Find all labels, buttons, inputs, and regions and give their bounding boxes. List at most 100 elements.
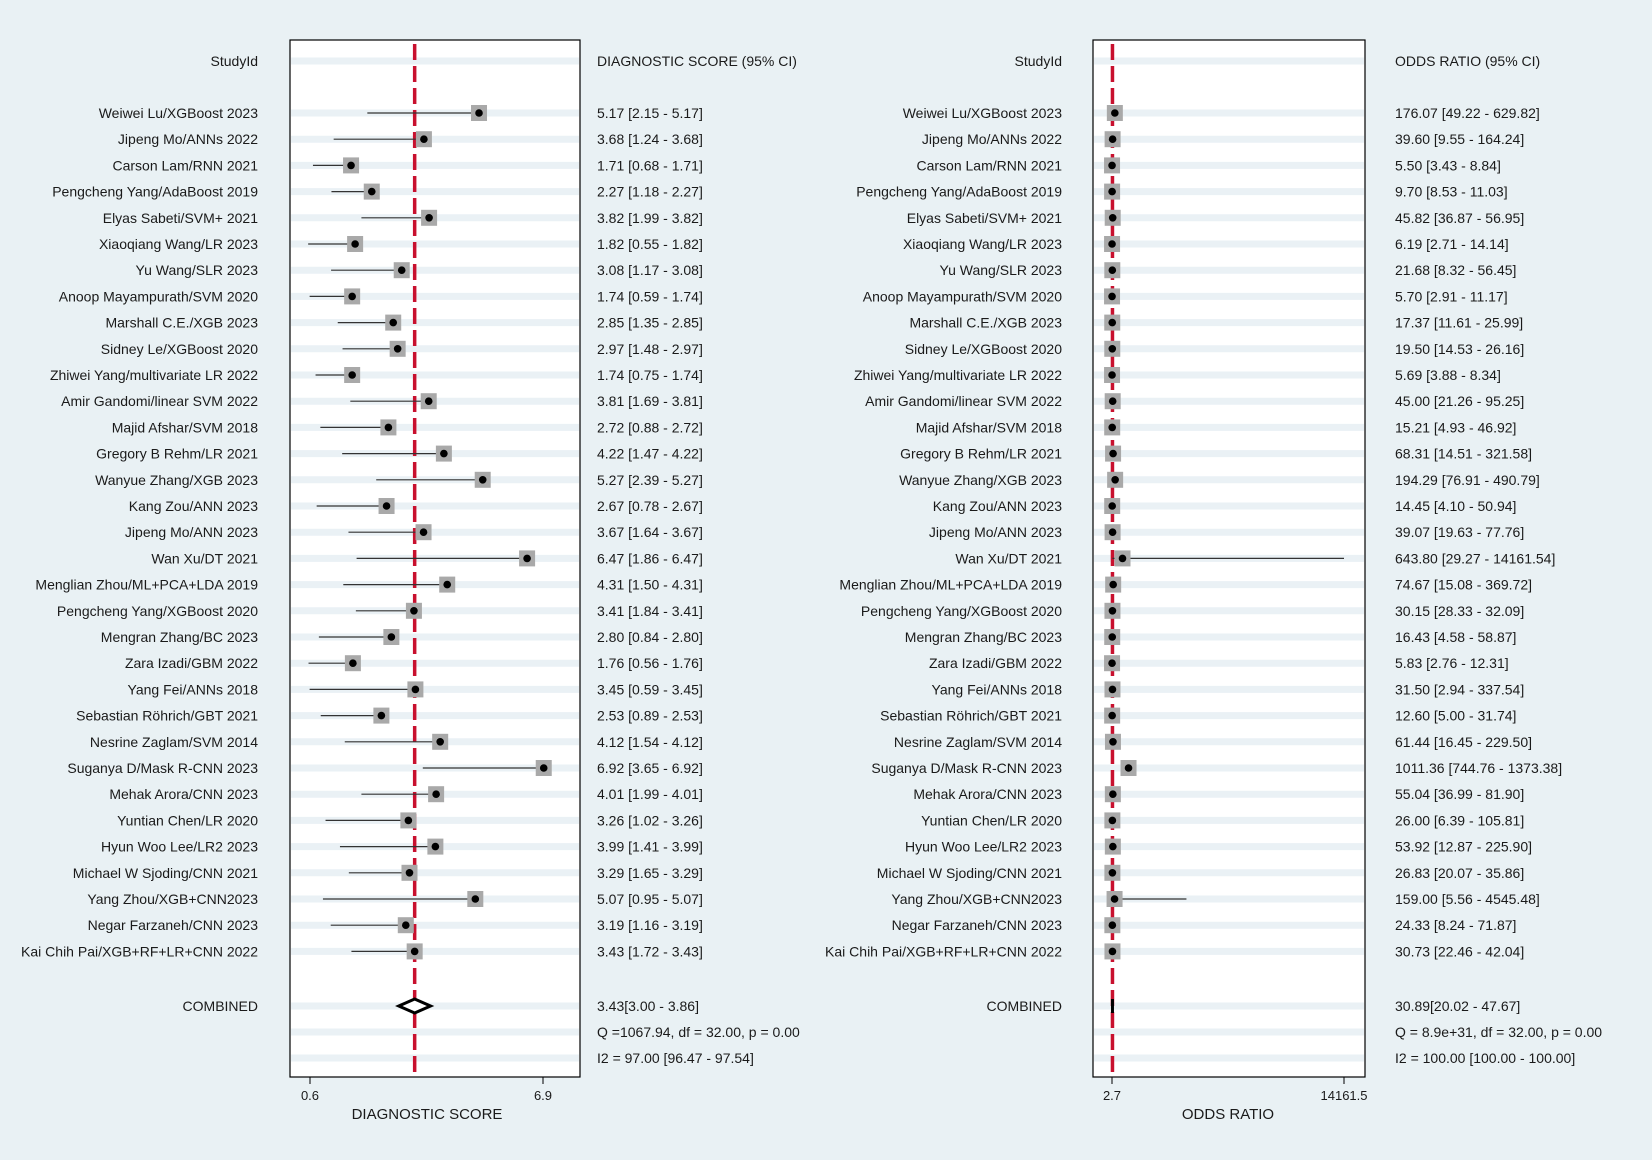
study-point (405, 869, 414, 877)
study-label: Michael W Sjoding/CNN 2021 (877, 865, 1062, 881)
study-ci-text: 4.12 [1.54 - 4.12] (597, 734, 703, 750)
study-ci-text: 2.53 [0.89 - 2.53] (597, 708, 703, 724)
study-ci-text: 2.72 [0.88 - 2.72] (597, 419, 703, 435)
study-label: Wanyue Zhang/XGB 2023 (95, 472, 258, 488)
study-label: Kang Zou/ANN 2023 (933, 498, 1062, 514)
study-ci-text: 1011.36 [744.76 - 1373.38] (1395, 760, 1562, 776)
heterogeneity-i2: I2 = 97.00 [96.47 - 97.54] (597, 1050, 754, 1066)
study-id-header: StudyId (1015, 53, 1062, 69)
study-label: Wan Xu/DT 2021 (151, 550, 258, 566)
study-label: Mengran Zhang/BC 2023 (101, 629, 258, 645)
study-label: Mehak Arora/CNN 2023 (109, 786, 258, 802)
study-point (1108, 816, 1117, 825)
ci-column-header: DIAGNOSTIC SCORE (95% CI) (597, 53, 797, 69)
study-label: Yuntian Chen/LR 2020 (117, 812, 258, 828)
study-label: Nesrine Zaglam/SVM 2014 (894, 734, 1062, 750)
study-ci-text: 2.85 [1.35 - 2.85] (597, 315, 703, 331)
study-label: Pengcheng Yang/AdaBoost 2019 (52, 184, 258, 200)
study-label: Nesrine Zaglam/SVM 2014 (90, 734, 258, 750)
study-point (436, 738, 444, 746)
study-point (1109, 842, 1117, 851)
study-point (382, 502, 391, 510)
study-label: Negar Farzaneh/CNN 2023 (892, 917, 1063, 933)
study-ci-text: 5.50 [3.43 - 8.84] (1395, 157, 1501, 173)
study-label: Pengcheng Yang/AdaBoost 2019 (856, 184, 1062, 200)
study-point (419, 528, 428, 536)
study-label: Carson Lam/RNN 2021 (916, 157, 1062, 173)
x-tick-label: 14161.5 (1321, 1088, 1368, 1103)
study-point (1108, 607, 1117, 615)
study-label: Wanyue Zhang/XGB 2023 (899, 472, 1062, 488)
study-point (443, 580, 452, 589)
study-label: Yang Zhou/XGB+CNN2023 (87, 891, 258, 907)
study-label: Anoop Mayampurath/SVM 2020 (59, 288, 258, 304)
study-ci-text: 6.92 [3.65 - 6.92] (597, 760, 703, 776)
study-ci-text: 2.97 [1.48 - 2.97] (597, 341, 703, 357)
study-label: Zhiwei Yang/multivariate LR 2022 (50, 367, 258, 383)
study-label: Yu Wang/SLR 2023 (940, 262, 1063, 278)
study-point (1109, 738, 1117, 746)
study-label: Elyas Sabeti/SVM+ 2021 (103, 210, 258, 226)
study-label: Zhiwei Yang/multivariate LR 2022 (854, 367, 1062, 383)
study-label: Negar Farzaneh/CNN 2023 (88, 917, 259, 933)
combined-diamond (395, 997, 435, 1015)
study-label: Hyun Woo Lee/LR2 2023 (905, 839, 1062, 855)
study-label: Xiaoqiang Wang/LR 2023 (99, 236, 258, 252)
study-id-header: StudyId (211, 53, 258, 69)
study-label: Kai Chih Pai/XGB+RF+LR+CNN 2022 (825, 943, 1062, 959)
study-point (420, 135, 428, 143)
study-point (389, 318, 398, 327)
study-label: Amir Gandomi/linear SVM 2022 (865, 393, 1062, 409)
study-ci-text: 3.68 [1.24 - 3.68] (597, 131, 703, 147)
study-ci-text: 3.41 [1.84 - 3.41] (597, 603, 703, 619)
study-ci-text: 26.00 [6.39 - 105.81] (1395, 812, 1524, 828)
study-point (471, 895, 480, 903)
study-label: Yang Zhou/XGB+CNN2023 (891, 891, 1062, 907)
study-label: Xiaoqiang Wang/LR 2023 (903, 236, 1062, 252)
study-label: Marshall C.E./XGB 2023 (105, 315, 258, 331)
study-label: Zara Izadi/GBM 2022 (125, 655, 258, 671)
study-point (404, 816, 413, 825)
study-label: Suganya D/Mask R-CNN 2023 (67, 760, 258, 776)
study-ci-text: 1.82 [0.55 - 1.82] (597, 236, 703, 252)
study-label: Yuntian Chen/LR 2020 (921, 812, 1062, 828)
study-ci-text: 1.74 [0.75 - 1.74] (597, 367, 703, 383)
study-point (349, 659, 357, 667)
study-point (411, 685, 420, 694)
study-label: Wan Xu/DT 2021 (955, 550, 1062, 566)
study-point (475, 109, 483, 117)
study-ci-text: 159.00 [5.56 - 4545.48] (1395, 891, 1540, 907)
study-ci-text: 3.19 [1.16 - 3.19] (597, 917, 703, 933)
study-point (1124, 764, 1133, 772)
study-ci-text: 31.50 [2.94 - 337.54] (1395, 681, 1524, 697)
panel-diagnostic-score: StudyId DIAGNOSTIC SCORE (95% CI) Weiwei L… (21, 39, 800, 1123)
study-label: Jipeng Mo/ANN 2023 (125, 524, 258, 540)
study-ci-text: 39.07 [19.63 - 77.76] (1395, 524, 1524, 540)
study-label: Pengcheng Yang/XGBoost 2020 (861, 603, 1062, 619)
study-label: Pengcheng Yang/XGBoost 2020 (57, 603, 258, 619)
study-point (1108, 318, 1117, 327)
study-point (1108, 685, 1117, 694)
study-label: Hyun Woo Lee/LR2 2023 (101, 839, 258, 855)
study-label: Mengran Zhang/BC 2023 (905, 629, 1062, 645)
study-ci-text: 14.45 [4.10 - 50.94] (1395, 498, 1516, 514)
study-label: Jipeng Mo/ANNs 2022 (922, 131, 1062, 147)
study-point (401, 921, 410, 929)
study-ci-text: 53.92 [12.87 - 225.90] (1395, 839, 1532, 855)
study-label: Yang Fei/ANNs 2018 (128, 681, 259, 697)
study-label: Suganya D/Mask R-CNN 2023 (871, 760, 1062, 776)
study-ci-text: 16.43 [4.58 - 58.87] (1395, 629, 1516, 645)
study-point (1108, 528, 1117, 536)
study-point (1108, 371, 1116, 379)
study-ci-text: 21.68 [8.32 - 56.45] (1395, 262, 1516, 278)
study-ci-text: 643.80 [29.27 - 14161.54] (1395, 550, 1555, 566)
study-point (1111, 109, 1119, 117)
study-ci-text: 2.27 [1.18 - 2.27] (597, 184, 703, 200)
study-label: Elyas Sabeti/SVM+ 2021 (907, 210, 1062, 226)
study-point (1109, 580, 1117, 589)
study-ci-text: 3.67 [1.64 - 3.67] (597, 524, 703, 540)
study-point (1108, 502, 1116, 510)
study-point (440, 449, 448, 458)
combined-diamond (1110, 999, 1114, 1013)
